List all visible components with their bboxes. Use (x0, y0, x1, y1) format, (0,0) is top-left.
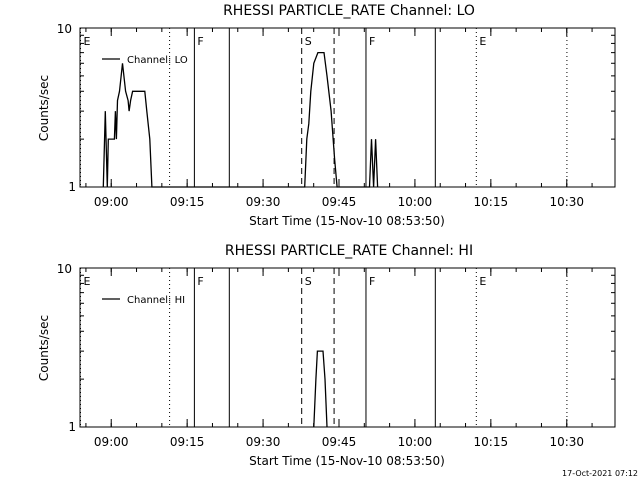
event-marker-label-lo: F (197, 35, 203, 48)
legend-label-lo: Channel: LO (127, 55, 188, 66)
x-tick-label-lo: 09:15 (170, 195, 205, 209)
panel-hi: RHESSI PARTICLE_RATE Channel: HI Counts/… (37, 243, 616, 468)
x-tick-label-hi: 09:00 (94, 435, 129, 449)
y-tick-label-lo-bottom: 1 (68, 180, 76, 194)
y-tick-label-hi-bottom: 1 (68, 420, 76, 434)
x-tick-label-lo: 09:30 (246, 195, 281, 209)
x-tick-label-hi: 09:15 (170, 435, 205, 449)
event-marker-label-lo: E (84, 35, 91, 48)
footer-timestamp: 17-Oct-2021 07:12 (562, 469, 638, 478)
x-tick-label-hi: 09:30 (246, 435, 281, 449)
x-tick-label-hi: 10:00 (398, 435, 433, 449)
x-axis-label-hi: Start Time (15-Nov-10 08:53:50) (249, 454, 445, 468)
event-marker-label-lo: S (305, 35, 312, 48)
event-marker-label-hi: S (305, 275, 312, 288)
chart-title-hi: RHESSI PARTICLE_RATE Channel: HI (225, 243, 473, 259)
x-tick-label-lo: 10:15 (474, 195, 509, 209)
x-tick-label-lo: 09:00 (94, 195, 129, 209)
x-tick-label-lo: 10:30 (549, 195, 584, 209)
x-tick-label-hi: 10:30 (549, 435, 584, 449)
series-line-hi (313, 350, 328, 428)
event-marker-label-lo: E (479, 35, 486, 48)
x-axis-label-lo: Start Time (15-Nov-10 08:53:50) (249, 214, 445, 228)
x-tick-label-lo: 09:45 (322, 195, 357, 209)
y-tick-label-lo-top: 10 (57, 22, 72, 36)
y-axis-label-hi: Counts/sec (37, 315, 51, 381)
event-marker-label-hi: E (479, 275, 486, 288)
series-line-lo (102, 51, 379, 188)
y-axis-label-lo: Counts/sec (37, 75, 51, 141)
x-tick-label-hi: 09:45 (322, 435, 357, 449)
event-marker-label-lo: F (369, 35, 375, 48)
chart-title-lo: RHESSI PARTICLE_RATE Channel: LO (223, 3, 475, 19)
event-marker-label-hi: E (84, 275, 91, 288)
panel-lo: RHESSI PARTICLE_RATE Channel: LO Counts/… (37, 3, 616, 228)
x-tick-label-hi: 10:15 (474, 435, 509, 449)
plot-frame-lo (79, 27, 616, 188)
y-tick-label-hi-top: 10 (57, 262, 72, 276)
plot-frame-hi (79, 267, 616, 428)
x-tick-label-lo: 10:00 (398, 195, 433, 209)
event-marker-label-hi: F (369, 275, 375, 288)
legend-label-hi: Channel: HI (127, 295, 185, 306)
event-marker-label-hi: F (197, 275, 203, 288)
